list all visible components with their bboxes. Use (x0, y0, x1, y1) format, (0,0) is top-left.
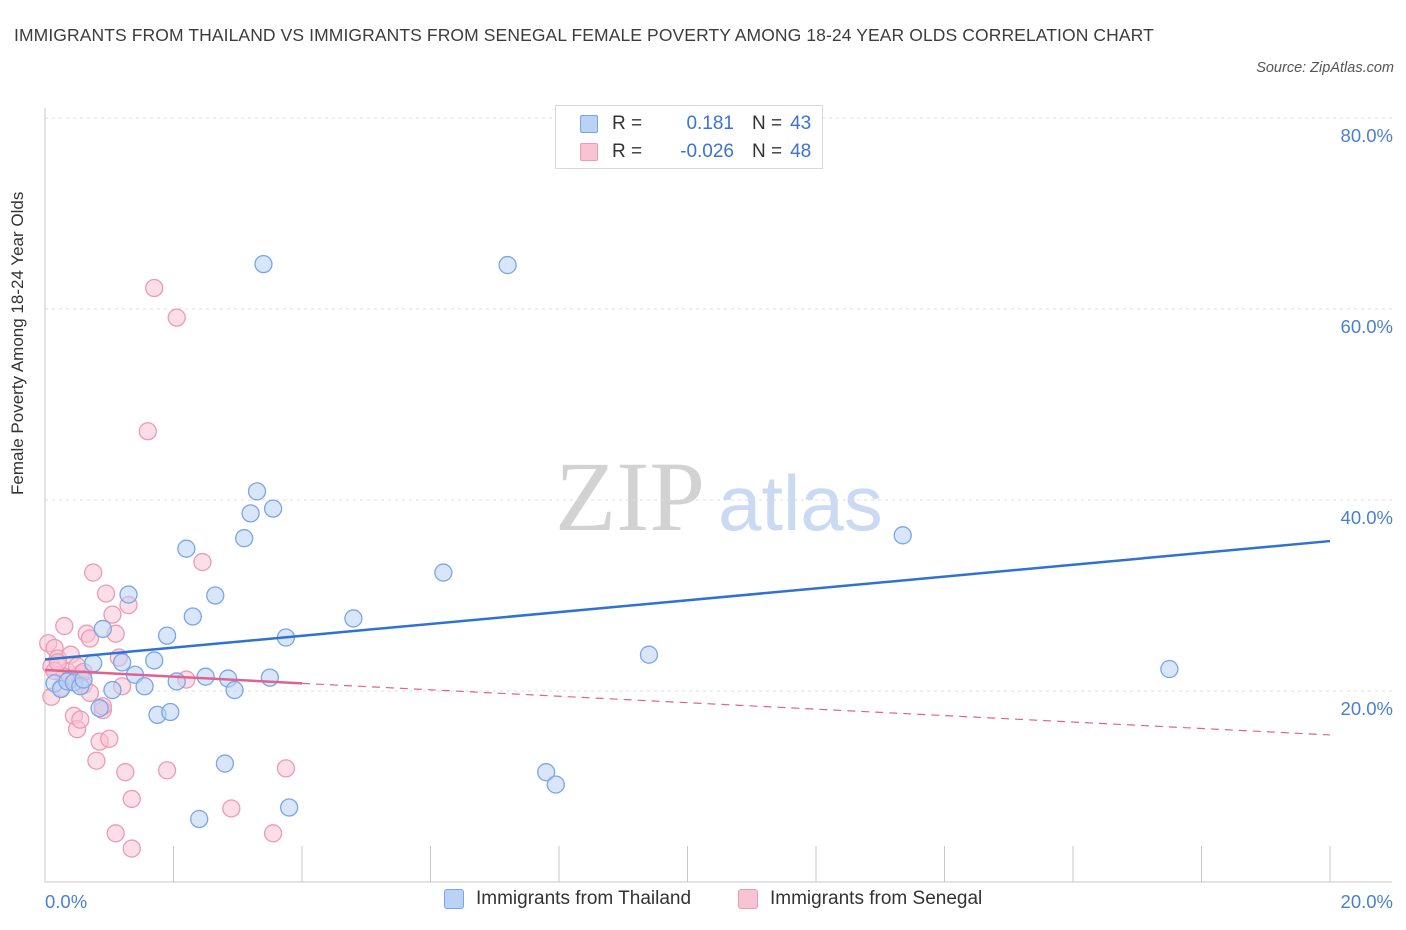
thailand-point (135, 677, 154, 696)
trend-lines (44, 539, 1331, 736)
thailand-point (344, 609, 363, 628)
r-value: -0.026 (680, 141, 734, 162)
thailand-point (190, 809, 209, 829)
senegal-point (84, 563, 103, 582)
thailand-point (183, 607, 202, 626)
y-tick-label: 20.0% (1341, 698, 1393, 719)
watermark-atlas: atlas (718, 459, 883, 547)
senegal-trend-line (301, 682, 1331, 736)
senegal-point (55, 616, 74, 636)
n-label: N = (752, 141, 783, 162)
senegal-point (276, 759, 296, 778)
r-label: R = (612, 141, 643, 162)
senegal-point (80, 629, 100, 648)
r-label: R = (612, 113, 643, 134)
y-tick-label: 80.0% (1341, 125, 1393, 146)
thailand-point (537, 763, 556, 782)
legend-row-senegal: R = -0.026 N = 48 (580, 139, 811, 165)
senegal-point (116, 763, 135, 782)
thailand-point (112, 653, 132, 672)
senegal-point (122, 789, 141, 809)
thailand-point (639, 645, 659, 664)
n-value: 43 (790, 113, 812, 134)
axes (44, 108, 1392, 883)
thailand-point (434, 563, 453, 582)
thailand-point (546, 775, 565, 794)
thailand-point (145, 651, 164, 670)
senegal-point (167, 308, 186, 327)
x-tick-label: 0.0% (45, 891, 87, 912)
thailand-point (119, 585, 138, 604)
senegal-point (106, 824, 125, 843)
chart-title: IMMIGRANTS FROM THAILAND VS IMMIGRANTS F… (14, 25, 1154, 45)
thailand-point (74, 670, 93, 689)
thailand-point (263, 499, 283, 518)
thailand-point (254, 254, 273, 274)
senegal-point (122, 839, 141, 858)
r-value: 0.181 (686, 113, 734, 134)
thailand-point (103, 680, 122, 700)
legend-item-thailand: Immigrants from Thailand (444, 888, 691, 910)
thailand-point (235, 529, 254, 548)
thailand-point (157, 626, 177, 645)
senegal-point (222, 799, 241, 818)
source-label: Source: ZipAtlas.com (1256, 60, 1394, 76)
y-tick-label: 60.0% (1341, 316, 1393, 337)
senegal-point (96, 584, 116, 603)
thailand-point (1160, 659, 1179, 679)
thailand-swatch (580, 115, 598, 133)
senegal-point (71, 710, 90, 729)
y-axis-label: Female Poverty Among 18-24 Year Olds (8, 191, 27, 495)
thailand-point (247, 482, 267, 501)
thailand-point (241, 504, 260, 523)
x-tick-label: 20.0% (1341, 891, 1393, 912)
n-value: 48 (790, 141, 812, 162)
thailand-point (177, 539, 196, 558)
thailand-point (206, 586, 225, 605)
thailand-point (225, 680, 244, 700)
stats-legend: R = 0.181 N = 43 R = -0.026 N = 48 (555, 105, 823, 169)
thailand-swatch (444, 889, 464, 909)
legend-item-senegal: Immigrants from Senegal (738, 888, 982, 910)
y-tick-label: 40.0% (1341, 507, 1393, 528)
senegal-point (263, 824, 283, 843)
thailand-point (161, 702, 180, 722)
legend-label-senegal: Immigrants from Senegal (770, 888, 983, 909)
senegal-point (157, 761, 177, 780)
tick-labels: 20.0% 40.0% 60.0% 80.0% 0.0% 20.0% (45, 125, 1393, 912)
senegal-swatch (738, 889, 758, 909)
thailand-point (893, 526, 912, 545)
series-thailand (45, 254, 1179, 829)
senegal-point (193, 552, 212, 572)
senegal-point (138, 422, 157, 441)
watermark-zip: ZIP (555, 441, 705, 552)
senegal-swatch (580, 143, 598, 161)
legend-label-thailand: Immigrants from Thailand (476, 888, 692, 909)
thailand-point (93, 619, 112, 639)
thailand-point (196, 667, 215, 686)
senegal-point (48, 653, 67, 672)
thailand-point (215, 754, 235, 773)
senegal-point (87, 751, 106, 770)
watermark: ZIP atlas (555, 441, 883, 552)
senegal-point (103, 605, 122, 624)
legend-row-thailand: R = 0.181 N = 43 (580, 111, 811, 137)
senegal-point (100, 729, 119, 748)
thailand-trend-line (44, 539, 1331, 661)
thailand-point (84, 654, 103, 673)
gridlines (45, 117, 1392, 692)
senegal-point (145, 278, 164, 298)
thailand-point (260, 668, 280, 687)
senegal-trend-line (44, 668, 303, 685)
thailand-point (498, 255, 517, 275)
thailand-point (90, 699, 109, 718)
thailand-point (279, 798, 299, 817)
n-label: N = (752, 113, 783, 134)
series-senegal (39, 278, 296, 858)
